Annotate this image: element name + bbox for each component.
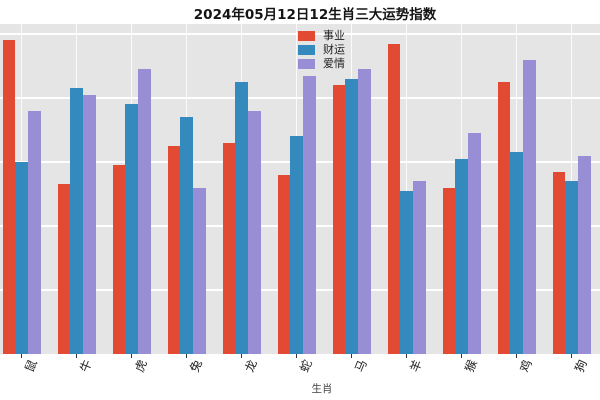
x-tick-4 [241,354,243,358]
x-tick-1 [76,354,78,358]
x-tick-label-10: 狗 [572,357,590,375]
bar-爱情-兔 [193,187,206,354]
x-tick-label-6: 马 [352,357,370,375]
legend-label: 财运 [323,43,345,56]
x-tick-5 [296,354,298,358]
x-tick-0 [21,354,23,358]
bar-事业-虎 [112,165,126,354]
bar-财运-鸡 [510,152,523,354]
bar-财运-狗 [565,181,578,354]
bar-事业-羊 [387,43,401,354]
bar-事业-兔 [167,145,181,354]
bar-财运-猴 [455,158,468,354]
bar-事业-鼠 [2,40,16,354]
x-tick-label-5: 蛇 [297,357,315,375]
x-tick-3 [186,354,188,358]
legend-swatch-icon [298,58,315,69]
x-tick-label-7: 羊 [407,357,425,375]
x-tick-8 [461,354,463,358]
x-tick-7 [406,354,408,358]
bar-财运-虎 [125,104,138,354]
bar-爱情-牛 [83,94,96,354]
x-tick-label-3: 兔 [187,357,205,375]
bar-事业-蛇 [277,174,291,354]
chart-title: 2024年05月12日12生肖三大运势指数 [193,7,437,23]
bar-财运-牛 [70,88,83,354]
gridline-x-7 [405,24,408,354]
bar-爱情-虎 [138,69,151,354]
bar-事业-龙 [222,142,236,354]
bar-事业-狗 [552,171,566,354]
legend-swatch-icon [298,44,315,55]
x-tick-9 [516,354,518,358]
bar-事业-鸡 [497,81,511,354]
bar-爱情-马 [358,69,371,354]
plot-area [0,24,600,354]
legend-label: 事业 [323,29,345,42]
x-tick-label-8: 猴 [462,357,480,375]
bar-财运-龙 [235,81,248,354]
x-axis-title: 生肖 [311,383,333,395]
x-tick-label-0: 鼠 [22,357,40,375]
legend-item-爱情: 爱情 [298,58,345,69]
bar-爱情-龙 [248,110,261,354]
bar-爱情-猴 [468,133,481,354]
bar-财运-兔 [180,117,193,354]
bar-爱情-狗 [578,155,591,354]
bar-财运-马 [345,78,358,354]
x-tick-2 [131,354,133,358]
bar-财运-鼠 [15,161,28,354]
x-tick-6 [351,354,353,358]
bar-财运-羊 [400,190,413,354]
legend-label: 爱情 [323,57,345,70]
legend: 事业 财运 爱情 [298,30,345,69]
bar-爱情-羊 [413,181,426,354]
bar-爱情-蛇 [303,75,316,354]
legend-swatch-icon [298,30,315,41]
x-tick-label-9: 鸡 [517,357,535,375]
x-tick-label-1: 牛 [77,357,95,375]
bar-财运-蛇 [290,136,303,354]
legend-item-财运: 财运 [298,44,345,55]
bar-爱情-鼠 [28,110,41,354]
x-tick-label-2: 虎 [132,357,150,375]
x-tick-10 [571,354,573,358]
bar-爱情-鸡 [523,59,536,354]
x-tick-label-4: 龙 [242,357,260,375]
bar-事业-牛 [57,184,71,354]
gridline-y-80 [0,96,600,99]
bar-事业-猴 [442,187,456,354]
bar-事业-马 [332,85,346,354]
legend-item-事业: 事业 [298,30,345,41]
